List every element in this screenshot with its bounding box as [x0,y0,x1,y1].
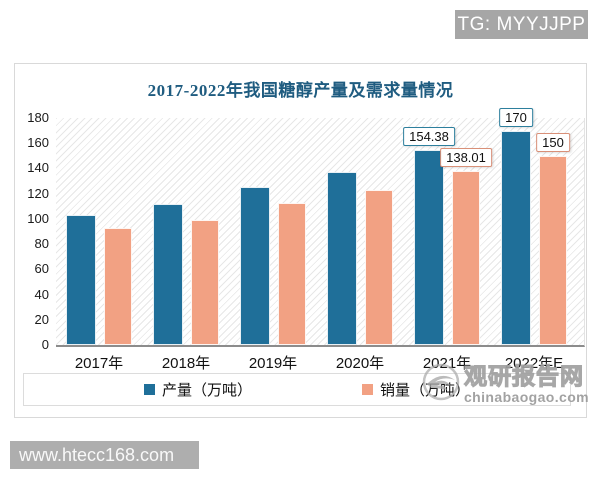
brand-name: 观研报告网 [463,363,584,389]
bar-sales-2017年 [104,228,132,345]
bar-production-2020年 [327,172,357,345]
data-label: 170 [499,107,533,127]
chart-title: 2017-2022年我国糖醇产量及需求量情况 [147,81,454,100]
y-tick-label: 80 [34,236,49,252]
x-tick-label: 2020年 [335,355,385,372]
x-tick-label: 2021年 [422,355,472,372]
bar-sales-2022年E [539,155,567,345]
y-tick-label: 120 [27,185,49,201]
data-label: 150 [536,132,570,152]
y-tick-label: 100 [27,210,49,226]
y-tick-label: 160 [27,135,49,151]
tg-badge: TG: MYYJJPP [455,10,588,39]
production-swatch-icon [144,384,155,395]
bar-production-2022年E [501,130,531,345]
bar-production-2018年 [153,203,183,345]
plot-area: 154.38 138.01 170 150 [56,107,585,347]
legend-label-production: 产量（万吨） [162,382,253,399]
y-tick-label: 140 [27,160,49,176]
brand-domain: chinabaogao.com [464,389,590,405]
data-label: 154.38 [403,127,455,147]
y-tick-label: 20 [34,311,49,327]
legend-item-production: 产量（万吨） [144,374,252,405]
brand-text: 观研报告网 chinabaogao.com [463,363,590,405]
x-tick-label: 2022年E [504,355,564,372]
bar-sales-2020年 [365,189,393,345]
brand-watermark: 观研报告网 chinabaogao.com [421,362,589,407]
data-label: 138.01 [440,147,492,167]
bar-sales-2021年 [452,170,480,345]
x-tick-label: 2019年 [248,355,298,372]
bar-sales-2019年 [278,203,306,345]
bar-sales-2018年 [191,219,219,345]
bar-production-2017年 [66,215,96,345]
y-tick-label: 180 [27,110,49,125]
y-tick-label: 60 [34,261,49,277]
y-tick-label: 40 [34,286,49,302]
x-tick-label: 2017年 [74,355,124,372]
bar-production-2019年 [240,186,270,345]
chart-panel: 2017-2022年我国糖醇产量及需求量情况 154.38 138.01 170 15… [14,63,589,418]
sales-swatch-icon [362,384,373,395]
x-tick-label: 2018年 [161,355,211,372]
site-watermark: www.htecc168.com [10,441,199,469]
eye-logo-icon [421,362,461,407]
y-tick-label: 0 [41,337,49,352]
bar-production-2021年 [414,150,444,345]
